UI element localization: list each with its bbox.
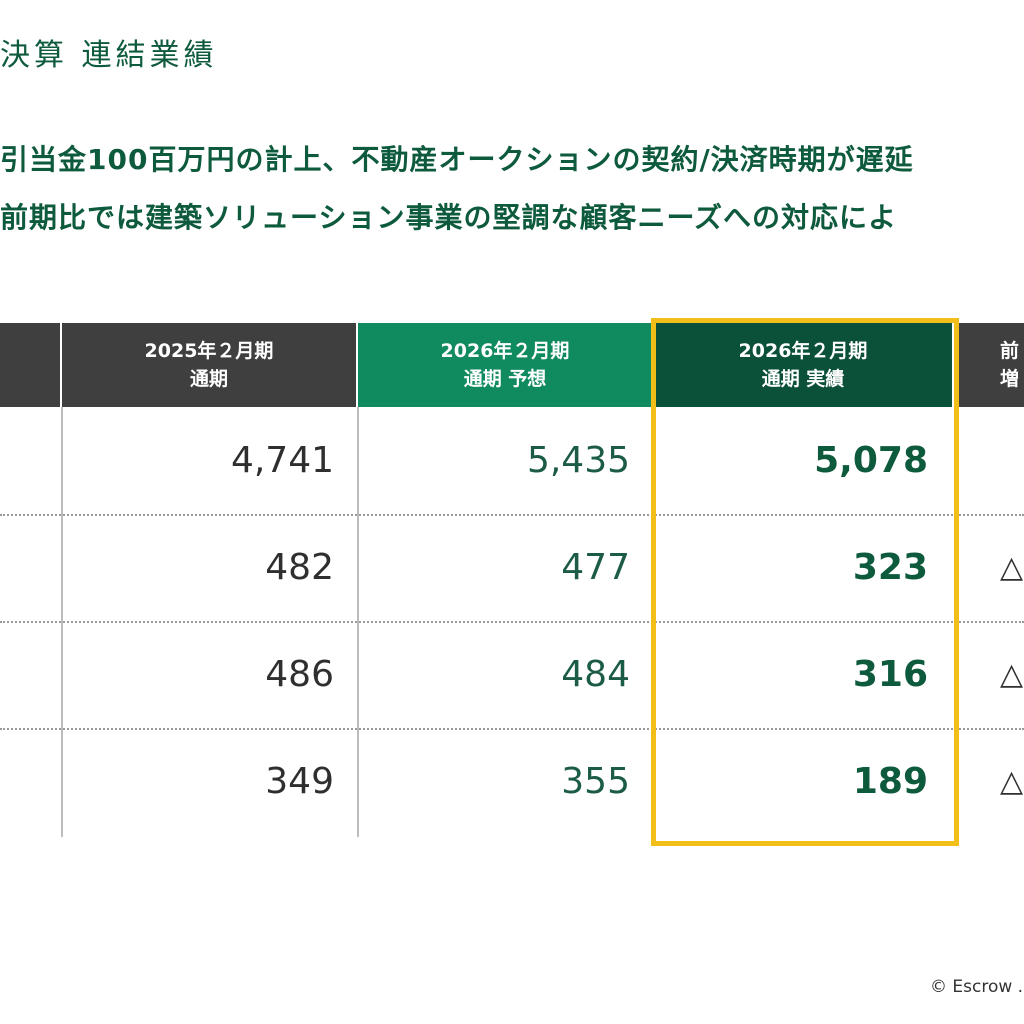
cell-forecast-row-3: 484 (561, 654, 630, 695)
row-divider (0, 621, 1024, 623)
row-divider (0, 728, 1024, 730)
header-forecast-period: 2026年２月期 (440, 340, 570, 362)
page-title: 決算 連結業績 (0, 38, 218, 73)
header-actual-type: 通期 実績 (761, 368, 845, 390)
cell-change-row-3: △ (1000, 657, 1024, 692)
header-change-line-1: 前 (1000, 340, 1020, 362)
cell-change-row-4: △ (1000, 764, 1024, 799)
header-fy2025-period: 2025年２月期 (144, 340, 274, 362)
cell-fy2025-row-1: 4,741 (230, 440, 334, 481)
cell-actual-row-4: 189 (852, 761, 928, 802)
cell-forecast-row-1: 5,435 (526, 440, 630, 481)
description-line-1: 引当金100百万円の計上、不動産オークションの契約/決済時期が遅延 (0, 143, 914, 176)
header-fy2025: 2025年２月期 通期 (62, 323, 356, 407)
header-fy2026-forecast: 2026年２月期 通期 予想 (358, 323, 652, 407)
copyright-text: © Escrow . (930, 977, 1024, 997)
cell-actual-row-2: 323 (852, 547, 928, 588)
header-change: 前 増 (954, 323, 1024, 407)
cell-change-row-2: △ (1000, 550, 1024, 585)
cell-change-row-1 (954, 407, 1024, 514)
header-change-line-2: 増 (1000, 368, 1020, 390)
cell-fy2025-row-2: 482 (265, 547, 334, 588)
row-divider (0, 514, 1024, 516)
cell-fy2025-row-3: 486 (265, 654, 334, 695)
description-line-2: 前期比では建築ソリューション事業の堅調な顧客ニーズへの対応によ (0, 201, 898, 234)
header-fy2026-actual: 2026年２月期 通期 実績 (654, 323, 952, 407)
header-label-column (0, 323, 60, 407)
cell-actual-row-3: 316 (852, 654, 928, 695)
cell-forecast-row-4: 355 (561, 761, 630, 802)
header-forecast-type: 通期 予想 (463, 368, 547, 390)
cell-actual-row-1: 5,078 (814, 440, 928, 481)
cell-forecast-row-2: 477 (561, 547, 630, 588)
cell-fy2025-row-4: 349 (265, 761, 334, 802)
header-fy2025-type: 通期 (189, 368, 228, 390)
header-actual-period: 2026年２月期 (738, 340, 868, 362)
